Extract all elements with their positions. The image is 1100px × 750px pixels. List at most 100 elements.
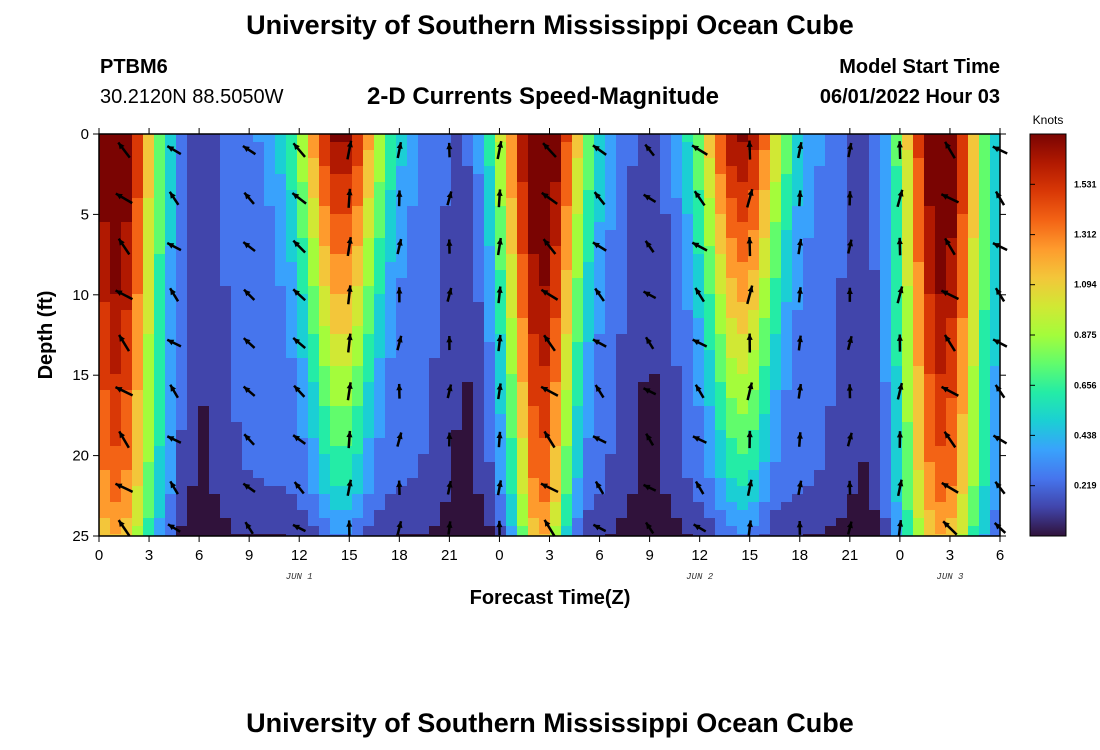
heat-cell (572, 334, 584, 343)
heat-cell (869, 494, 881, 503)
heat-cell (165, 270, 177, 279)
heat-cell (154, 158, 166, 167)
heat-cell (451, 366, 463, 375)
heat-cell (583, 326, 595, 335)
heat-cell (99, 222, 111, 231)
heat-cell (363, 334, 375, 343)
heat-cell (935, 358, 947, 367)
heat-cell (506, 134, 518, 143)
heat-cell (671, 358, 683, 367)
station-id: PTBM6 (100, 56, 168, 78)
heat-cell (737, 486, 749, 495)
heat-cell (957, 366, 969, 375)
heat-cell (968, 262, 980, 271)
heat-cell (836, 238, 848, 247)
heat-cell (693, 358, 705, 367)
heat-cell (429, 294, 441, 303)
heat-cell (836, 382, 848, 391)
heat-cell (902, 446, 914, 455)
heat-cell (319, 206, 331, 215)
heat-cell (781, 286, 793, 295)
heat-cell (209, 214, 221, 223)
heat-cell (473, 454, 485, 463)
heat-cell (418, 438, 430, 447)
heat-cell (869, 318, 881, 327)
heat-cell (440, 294, 452, 303)
heat-cell (583, 526, 595, 535)
heat-cell (836, 374, 848, 383)
heat-cell (99, 302, 111, 311)
heat-cell (825, 158, 837, 167)
heat-cell (737, 494, 749, 503)
heat-cell (539, 366, 551, 375)
heat-cell (275, 510, 287, 519)
heat-cell (748, 150, 760, 159)
current-vector (847, 239, 853, 254)
heat-cell (451, 294, 463, 303)
heat-cell (704, 414, 716, 423)
heat-cell (209, 190, 221, 199)
heat-cell (759, 150, 771, 159)
heat-cell (616, 406, 628, 415)
heat-cell (396, 230, 408, 239)
heat-cell (946, 414, 958, 423)
heat-cell (583, 134, 595, 143)
heat-cell (374, 406, 386, 415)
heat-cell (451, 254, 463, 263)
heat-cell (880, 486, 892, 495)
current-vector (644, 143, 655, 157)
x-tick-label: 15 (341, 547, 358, 564)
heat-cell (319, 142, 331, 151)
heat-cell (935, 406, 947, 415)
heat-cell (121, 214, 133, 223)
heat-cell (110, 390, 122, 399)
heat-cell (781, 382, 793, 391)
heat-cell (451, 446, 463, 455)
heat-cell (462, 326, 474, 335)
heat-cell (979, 134, 991, 143)
heat-cell (583, 246, 595, 255)
heat-cell (968, 502, 980, 511)
heat-cell (539, 270, 551, 279)
heat-cell (704, 358, 716, 367)
heat-cell (825, 350, 837, 359)
heat-cell (792, 494, 804, 503)
heat-cell (264, 494, 276, 503)
heat-cell (836, 422, 848, 431)
heat-cell (352, 414, 364, 423)
heat-cell (484, 206, 496, 215)
heat-cell (550, 494, 562, 503)
heat-cell (99, 246, 111, 255)
heat-cell (165, 454, 177, 463)
heat-cell (737, 166, 749, 175)
heat-cell (946, 254, 958, 263)
heat-cell (638, 470, 650, 479)
heat-cell (781, 414, 793, 423)
heat-cell (671, 238, 683, 247)
heat-cell (462, 134, 474, 143)
heat-cell (385, 222, 397, 231)
heat-cell (539, 158, 551, 167)
heat-cell (473, 270, 485, 279)
heat-cell (627, 150, 639, 159)
heat-cell (275, 430, 287, 439)
heat-cell (231, 326, 243, 335)
heat-cell (220, 446, 232, 455)
heat-cell (572, 430, 584, 439)
heat-cell (715, 206, 727, 215)
heat-cell (968, 390, 980, 399)
heat-cell (638, 374, 650, 383)
heat-cell (495, 150, 507, 159)
heat-cell (209, 406, 221, 415)
heat-cell (209, 262, 221, 271)
heat-cell (385, 462, 397, 471)
heat-cell (748, 446, 760, 455)
current-vector (446, 239, 453, 254)
heat-cell (616, 478, 628, 487)
heat-cell (363, 454, 375, 463)
heat-cell (715, 398, 727, 407)
heat-cell (154, 414, 166, 423)
heat-cell (231, 390, 243, 399)
heat-cell (781, 510, 793, 519)
heat-cell (352, 198, 364, 207)
